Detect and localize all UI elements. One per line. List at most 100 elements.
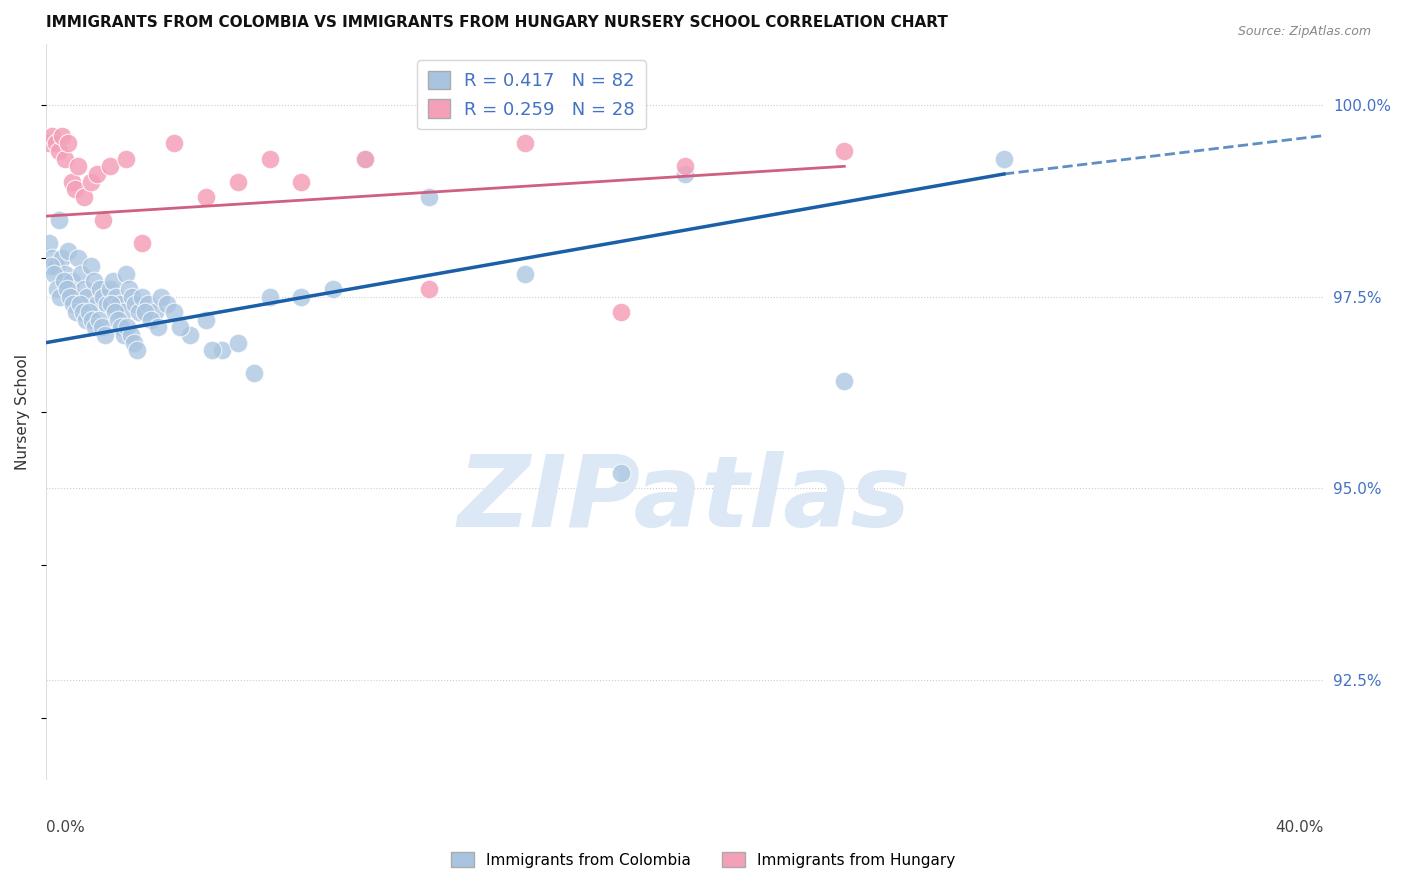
Point [993,152,1015,166]
Point [131,235,153,250]
Text: 0.0%: 0.0% [46,820,84,835]
Point [66,252,89,266]
Point [101,274,124,288]
Point [163,136,186,151]
Text: ZIPatlas: ZIPatlas [458,451,911,549]
Point [610,466,633,480]
Legend: R = 0.417   N = 82, R = 0.259   N = 28: R = 0.417 N = 82, R = 0.259 N = 28 [418,60,645,129]
Point [69,297,91,311]
Point [114,267,136,281]
Y-axis label: Nursery School: Nursery School [15,353,30,470]
Point [194,312,217,326]
Point [65,305,87,319]
Point [66,159,89,173]
Point [63,290,86,304]
Point [179,328,201,343]
Point [77,305,100,319]
Point [93,213,115,227]
Point [354,152,377,166]
Point [418,282,440,296]
Text: 40.0%: 40.0% [1275,820,1323,835]
Point [146,320,169,334]
Point [111,305,134,319]
Text: Source: ZipAtlas.com: Source: ZipAtlas.com [1237,25,1371,38]
Point [104,305,127,319]
Point [51,128,73,143]
Point [322,282,344,296]
Point [832,374,855,388]
Point [72,305,94,319]
Point [290,175,312,189]
Point [673,159,696,173]
Point [53,267,76,281]
Point [63,182,86,196]
Point [38,235,60,250]
Point [75,312,97,326]
Point [96,297,118,311]
Point [87,312,110,326]
Point [673,167,696,181]
Point [242,367,264,381]
Point [513,136,536,151]
Point [201,343,224,358]
Point [52,274,75,288]
Point [143,305,166,319]
Point [290,290,312,304]
Point [86,167,108,181]
Point [169,320,191,334]
Point [93,290,115,304]
Point [94,328,117,343]
Point [90,320,112,334]
Point [79,259,101,273]
Point [122,335,145,350]
Point [79,175,101,189]
Point [131,290,153,304]
Point [141,312,163,326]
Point [134,305,156,319]
Point [259,290,281,304]
Point [84,320,107,334]
Point [156,297,179,311]
Point [82,312,104,326]
Point [41,128,63,143]
Point [124,297,146,311]
Text: IMMIGRANTS FROM COLOMBIA VS IMMIGRANTS FROM HUNGARY NURSERY SCHOOL CORRELATION C: IMMIGRANTS FROM COLOMBIA VS IMMIGRANTS F… [46,15,948,30]
Point [108,297,131,311]
Point [59,290,82,304]
Point [121,290,143,304]
Point [513,267,536,281]
Point [55,282,77,296]
Legend: Immigrants from Colombia, Immigrants from Hungary: Immigrants from Colombia, Immigrants fro… [444,846,962,873]
Point [42,267,65,281]
Point [107,312,129,326]
Point [89,282,111,296]
Point [163,305,186,319]
Point [100,297,122,311]
Point [73,190,96,204]
Point [45,136,67,151]
Point [418,190,440,204]
Point [76,290,98,304]
Point [41,252,63,266]
Point [149,290,172,304]
Point [110,320,132,334]
Point [53,152,76,166]
Point [83,274,105,288]
Point [70,267,93,281]
Point [45,259,67,273]
Point [46,282,69,296]
Point [136,297,159,311]
Point [128,305,150,319]
Point [60,175,83,189]
Point [194,190,217,204]
Point [610,305,633,319]
Point [125,343,148,358]
Point [60,274,83,288]
Point [117,320,139,334]
Point [105,290,128,304]
Point [114,152,136,166]
Point [48,213,70,227]
Point [112,328,135,343]
Point [58,136,80,151]
Point [39,259,62,273]
